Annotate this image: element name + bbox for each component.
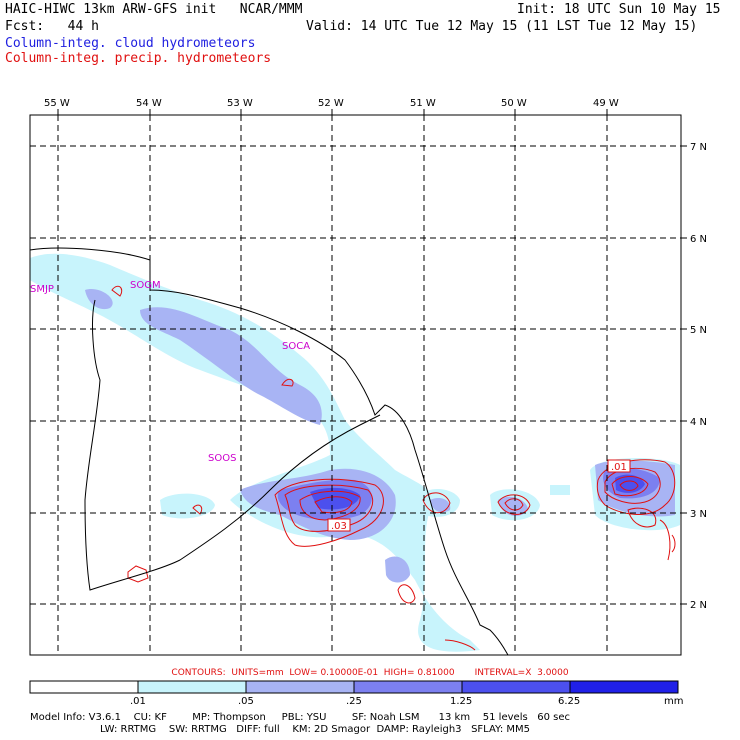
contour-labels: .01 .03 bbox=[327, 459, 631, 532]
cloud-band-light bbox=[30, 253, 480, 652]
colorbar-tick: .05 bbox=[238, 696, 254, 707]
lat-label: 5 N bbox=[690, 325, 707, 336]
lon-labels: 55 W 54 W 53 W 52 W 51 W 50 W 49 W bbox=[44, 98, 619, 109]
colorbar-unit: mm bbox=[664, 696, 683, 707]
lon-label: 54 W bbox=[136, 98, 162, 109]
cloud-band-medium bbox=[85, 289, 396, 540]
plot-title: HAIC-HIWC 13km ARW-GFS init NCAR/MMM bbox=[5, 2, 303, 17]
station-label: SOCA bbox=[282, 341, 310, 352]
axis-ticks bbox=[57, 109, 687, 605]
colorbar-cell bbox=[245, 680, 355, 694]
station-label: SOGM bbox=[130, 280, 161, 291]
contour-label-box bbox=[327, 518, 351, 532]
cloud-blob-7 bbox=[430, 498, 451, 513]
lat-labels: 7 N 6 N 5 N 4 N 3 N 2 N bbox=[690, 142, 707, 611]
lat-label: 3 N bbox=[690, 509, 707, 520]
coastline bbox=[29, 247, 509, 656]
colorbar-tick: .01 bbox=[130, 696, 146, 707]
contour-info: CONTOURS: UNITS=mm LOW= 0.10000E-01 HIGH… bbox=[171, 668, 569, 678]
station-label: SMJP bbox=[30, 284, 54, 295]
colorbar bbox=[29, 680, 679, 694]
colorbar-cell bbox=[569, 680, 679, 694]
colorbar-tick: .25 bbox=[346, 696, 362, 707]
colorbar-tick: 6.25 bbox=[558, 696, 580, 707]
lat-label: 2 N bbox=[690, 600, 707, 611]
lon-label: 52 W bbox=[318, 98, 344, 109]
lon-label: 50 W bbox=[501, 98, 527, 109]
colorbar-cell bbox=[353, 680, 463, 694]
cloud-shading bbox=[30, 253, 680, 652]
model-info-line2: LW: RRTMG SW: RRTMG DIFF: full KM: 2D Sm… bbox=[100, 724, 530, 735]
init-time: Init: 18 UTC Sun 10 May 15 bbox=[517, 2, 721, 17]
valid-time: Valid: 14 UTC Tue 12 May 15 (11 LST Tue … bbox=[306, 19, 698, 34]
colorbar-cell bbox=[137, 680, 247, 694]
lon-label: 51 W bbox=[410, 98, 436, 109]
forecast-hour: Fcst: 44 h bbox=[5, 19, 99, 34]
contour-label: .03 bbox=[331, 521, 347, 532]
colorbar-ticks: .01 .05 .25 1.25 6.25 mm bbox=[130, 696, 683, 707]
precip-field-label: Column-integ. precip. hydrometeors bbox=[5, 51, 272, 66]
model-info-line1: Model Info: V3.6.1 CU: KF MP: Thompson P… bbox=[30, 712, 570, 723]
lon-label: 53 W bbox=[227, 98, 253, 109]
contour-label-box bbox=[607, 459, 631, 473]
cloud-field-label: Column-integ. cloud hydrometeors bbox=[5, 36, 256, 51]
cloud-core-3 bbox=[310, 487, 360, 510]
colorbar-cell bbox=[461, 680, 571, 694]
cloud-blob-6 bbox=[385, 556, 410, 583]
lon-label: 49 W bbox=[593, 98, 619, 109]
lat-label: 4 N bbox=[690, 417, 707, 428]
lat-label: 6 N bbox=[690, 234, 707, 245]
station-label: SOOS bbox=[208, 453, 236, 464]
lon-label: 55 W bbox=[44, 98, 70, 109]
map-frame bbox=[29, 114, 682, 656]
contour-label: .01 bbox=[611, 462, 627, 473]
stations: SMJP SOGM SOCA SOOS bbox=[30, 280, 310, 464]
cloud-blob-1 bbox=[160, 493, 215, 519]
colorbar-tick: 1.25 bbox=[450, 696, 472, 707]
lat-lon-grid bbox=[30, 115, 681, 655]
lat-label: 7 N bbox=[690, 142, 707, 153]
colorbar-cell bbox=[29, 680, 139, 694]
cloud-blob-5 bbox=[550, 485, 570, 495]
